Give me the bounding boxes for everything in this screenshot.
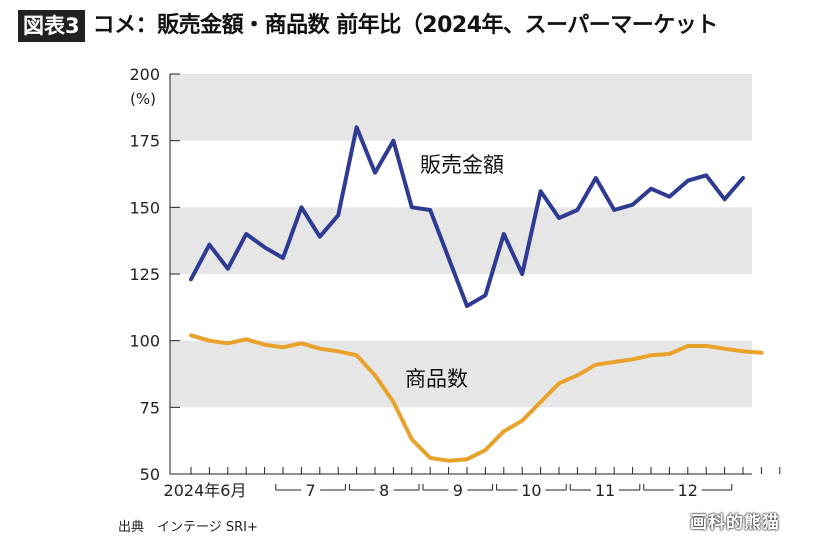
- series-annotation: 商品数: [405, 367, 468, 391]
- data-point: [631, 357, 635, 361]
- y-tick-label: 50: [140, 465, 160, 484]
- data-point: [483, 293, 487, 297]
- data-point: [391, 400, 395, 404]
- data-point: [575, 208, 579, 212]
- grid-band: [170, 207, 752, 274]
- data-point: [336, 213, 340, 217]
- source-note: 出典 インテージ SRI+: [118, 520, 258, 535]
- data-point: [263, 343, 267, 347]
- y-axis-unit-label: (%): [130, 90, 156, 108]
- data-point: [704, 344, 708, 348]
- grid-band: [170, 340, 752, 408]
- figure-header: 図表3 コメ：販売金額・商品数 前年比（2024年、スーパーマーケット: [18, 10, 820, 46]
- data-point: [355, 125, 359, 129]
- y-tick-label: 125: [129, 265, 160, 284]
- data-point: [667, 195, 671, 199]
- data-point: [557, 216, 561, 220]
- x-month-label: 8: [379, 481, 389, 500]
- data-point: [263, 245, 267, 249]
- series-line-sales: [189, 125, 745, 308]
- data-point: [428, 208, 432, 212]
- x-month-label: 9: [453, 481, 463, 500]
- x-month-label: 7: [306, 481, 316, 500]
- data-point: [428, 456, 432, 460]
- data-point: [391, 139, 395, 143]
- data-point: [244, 232, 248, 236]
- data-point: [447, 256, 451, 260]
- data-point: [207, 243, 211, 247]
- figure-badge: 図表3: [18, 10, 85, 42]
- data-point: [355, 353, 359, 357]
- data-point: [373, 373, 377, 377]
- data-point: [189, 277, 193, 281]
- watermark-text: 画科的熊猫: [690, 513, 780, 533]
- data-point: [649, 187, 653, 191]
- data-point: [723, 197, 727, 201]
- data-point: [483, 448, 487, 452]
- data-point: [594, 176, 598, 180]
- data-point: [299, 205, 303, 209]
- series-annotation: 販売金額: [420, 153, 504, 177]
- data-point: [299, 341, 303, 345]
- data-point: [502, 232, 506, 236]
- data-point: [741, 176, 745, 180]
- y-tick-label: 150: [129, 198, 160, 217]
- x-month-label: 12: [678, 481, 698, 500]
- data-point: [318, 347, 322, 351]
- data-point: [539, 189, 543, 193]
- grid-band: [170, 74, 752, 141]
- data-point: [557, 381, 561, 385]
- data-point: [704, 173, 708, 177]
- data-point: [520, 419, 524, 423]
- data-point: [759, 351, 763, 355]
- x-month-label: 11: [595, 481, 615, 500]
- data-point: [465, 457, 469, 461]
- y-tick-label: 200: [129, 65, 160, 84]
- data-point: [373, 171, 377, 175]
- data-point: [244, 337, 248, 341]
- data-point: [723, 347, 727, 351]
- series-line-items: [189, 333, 764, 463]
- data-point: [410, 205, 414, 209]
- x-start-label: 2024年6月: [164, 481, 247, 500]
- y-tick-label: 100: [129, 332, 160, 351]
- data-point: [410, 437, 414, 441]
- data-point: [226, 267, 230, 271]
- data-point: [336, 349, 340, 353]
- y-tick-label: 175: [129, 132, 160, 151]
- data-point: [281, 256, 285, 260]
- data-point: [207, 339, 211, 343]
- data-point: [465, 304, 469, 308]
- figure-title: コメ：販売金額・商品数 前年比（2024年、スーパーマーケット: [92, 13, 719, 38]
- data-point: [667, 352, 671, 356]
- data-point: [612, 208, 616, 212]
- data-point: [281, 345, 285, 349]
- y-tick-label: 75: [140, 398, 160, 417]
- data-point: [686, 179, 690, 183]
- data-point: [226, 341, 230, 345]
- data-point: [318, 235, 322, 239]
- data-point: [612, 360, 616, 364]
- data-point: [649, 353, 653, 357]
- data-point: [502, 429, 506, 433]
- data-point: [686, 344, 690, 348]
- data-point: [594, 363, 598, 367]
- data-point: [520, 272, 524, 276]
- data-point: [539, 400, 543, 404]
- data-point: [447, 459, 451, 463]
- data-point: [575, 373, 579, 377]
- data-point: [631, 203, 635, 207]
- x-month-label: 10: [521, 481, 541, 500]
- data-point: [741, 349, 745, 353]
- data-point: [189, 333, 193, 337]
